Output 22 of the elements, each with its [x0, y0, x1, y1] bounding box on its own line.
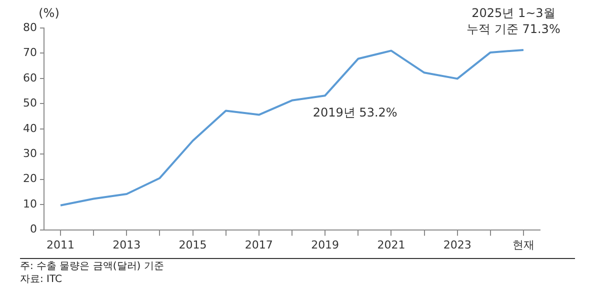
x-tick-label: 2023 — [443, 238, 472, 252]
x-tick-label: 2019 — [311, 238, 340, 252]
x-tick-label: 현재 — [512, 238, 534, 252]
annotation: 2019년 53.2% — [312, 106, 398, 120]
y-tick-label: 10 — [22, 197, 37, 210]
y-tick-label: 0 — [30, 222, 37, 236]
y-tick-label: 80 — [22, 20, 37, 34]
x-tick-label: 2017 — [244, 238, 273, 252]
text: 자료: ITC — [20, 273, 64, 286]
y-tick-label: 30 — [22, 146, 37, 160]
y-axis-title: (%) — [38, 6, 60, 20]
y-tick-label: 70 — [22, 46, 37, 60]
annotation: 2025년 1~3월 누적 기준 71.3% — [466, 6, 560, 36]
y-tick-label: 40 — [22, 122, 37, 135]
y-tick-label: 60 — [22, 71, 37, 84]
y-tick-label: 20 — [22, 172, 37, 186]
x-tick-label: 2011 — [46, 238, 75, 252]
text: 주: 수출 물량은 금액(달러) 기준 — [20, 260, 165, 273]
y-tick-label: 50 — [22, 96, 37, 110]
x-tick-label: 2015 — [178, 238, 207, 252]
x-tick-label: 2021 — [377, 238, 406, 252]
x-tick-label: 2013 — [112, 238, 141, 252]
